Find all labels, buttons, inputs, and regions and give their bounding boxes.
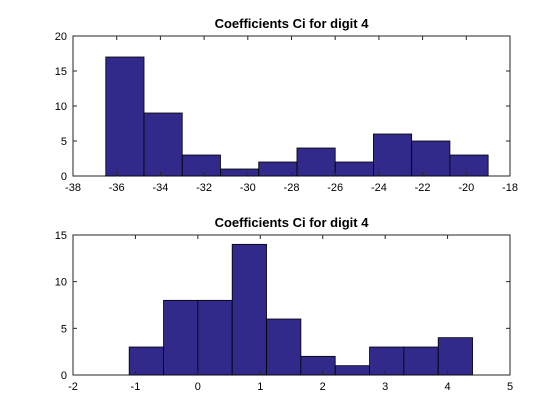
histogram-bar: [369, 346, 405, 376]
x-tick-label: -36: [109, 182, 125, 194]
histogram-bar: [181, 154, 221, 177]
x-tick-label: -22: [415, 182, 431, 194]
x-tick-label: 3: [382, 381, 388, 393]
histogram-bar: [296, 147, 336, 177]
x-tick-label: 2: [320, 381, 326, 393]
y-tick-label: 5: [61, 136, 67, 148]
histogram-bar: [449, 154, 489, 177]
chart-2: -2 -1 0 1 2 3 4 5 0 5 10 15 Coefficients Ci for digi…: [55, 215, 513, 393]
x-tick-label: -20: [458, 182, 474, 194]
x-tick-label: -1: [131, 381, 141, 393]
y-tick-label: 20: [55, 31, 67, 43]
x-tick-label: -2: [68, 381, 78, 393]
histogram-bar: [266, 318, 302, 376]
y-tick-label: 15: [55, 230, 67, 242]
chart-title: Coefficients Ci for digit 4: [215, 215, 370, 230]
x-tick-label: 5: [507, 381, 513, 393]
chart-title: Coefficients Ci for digit 4: [215, 16, 370, 31]
histogram-bar: [411, 140, 451, 177]
x-tick-label: 0: [195, 381, 201, 393]
histogram-bar: [437, 337, 473, 376]
histogram-bar: [373, 133, 413, 177]
y-tick-label: 10: [55, 277, 67, 289]
x-tick-label: 1: [257, 381, 263, 393]
histogram-bar: [334, 365, 370, 376]
y-tick-label: 5: [61, 323, 67, 335]
histogram-bar: [231, 243, 267, 376]
x-tick-label: 4: [445, 381, 451, 393]
y-tick-label: 15: [55, 66, 67, 78]
x-tick-label: -26: [327, 182, 343, 194]
histogram-bar: [220, 168, 260, 177]
histogram-bar: [105, 56, 145, 177]
x-tick-label: -28: [284, 182, 300, 194]
x-tick-label: -38: [65, 182, 81, 194]
histogram-bar: [300, 355, 336, 376]
histogram-bar: [197, 299, 233, 376]
y-tick-label: 0: [61, 171, 67, 183]
chart-1: -38 -36 -34 -32 -30 -28 -26 -24 -22 -20 -18 0 5 10 15 2…: [55, 16, 518, 194]
x-tick-label: -24: [371, 182, 387, 194]
histogram-bar: [334, 161, 374, 177]
histogram-bar: [143, 112, 183, 177]
histogram-bar: [128, 346, 164, 376]
x-tick-label: -32: [196, 182, 212, 194]
y-tick-label: 0: [61, 370, 67, 382]
x-tick-label: -18: [502, 182, 518, 194]
histogram-bar: [403, 346, 439, 376]
x-tick-label: -34: [152, 182, 168, 194]
y-tick-label: 10: [55, 101, 67, 113]
x-tick-label: -30: [240, 182, 256, 194]
histogram-bar: [163, 299, 199, 376]
